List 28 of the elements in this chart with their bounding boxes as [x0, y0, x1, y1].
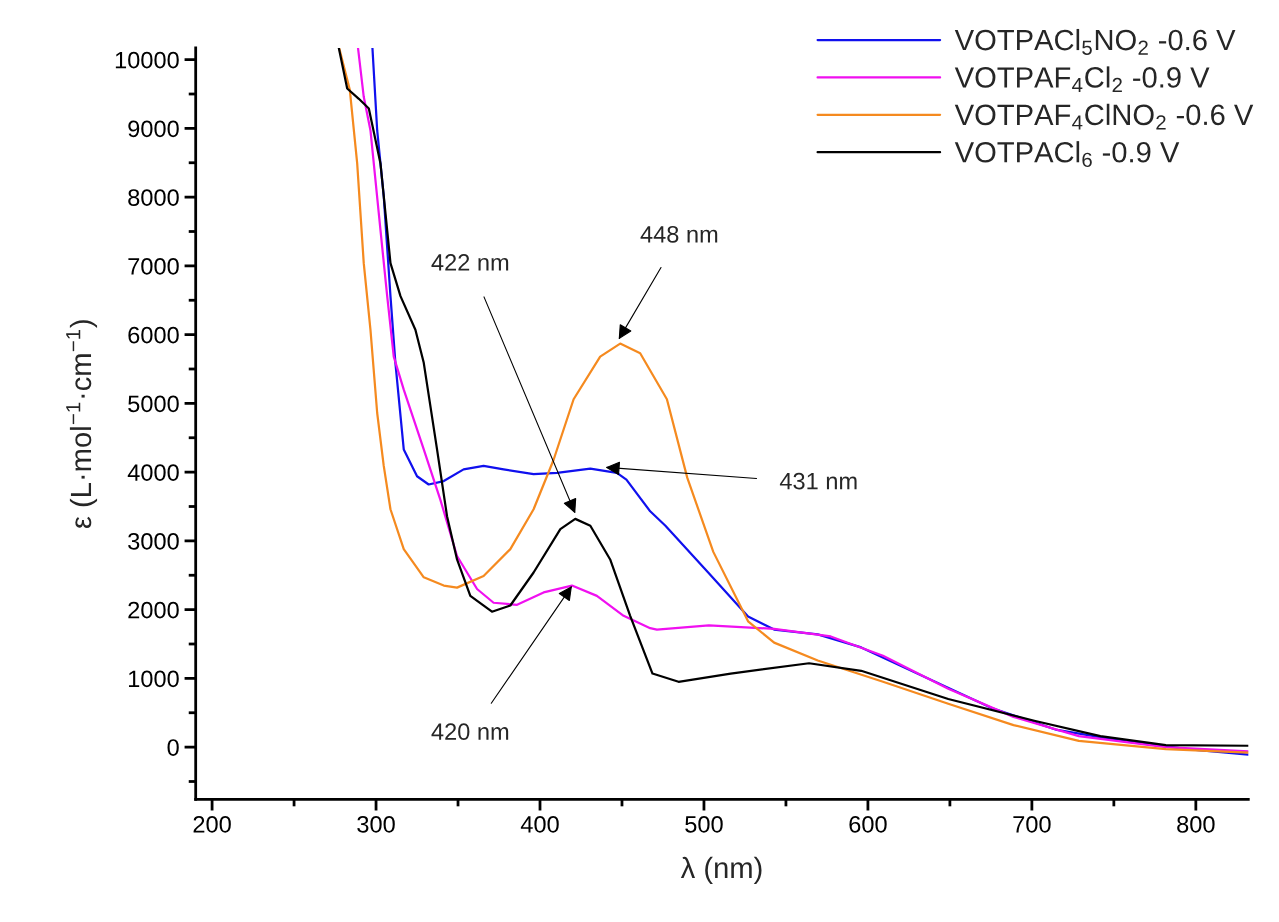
x-tick-label: 300	[357, 815, 395, 833]
x-tick-label: 700	[1013, 815, 1051, 833]
annotation: 420 nm	[431, 723, 509, 741]
legend-label: VOTPAF$_{4}$ClNO$_{2}$ -0.6 V	[954, 103, 1254, 130]
y-tick-label: 10000	[115, 51, 179, 69]
y-tick-label: 0	[167, 739, 179, 756]
x-tick-label: 800	[1177, 815, 1215, 833]
y-tick-label: 8000	[128, 189, 179, 206]
x-axis-title: λ (nm)	[680, 856, 762, 884]
x-tick-label: 400	[520, 815, 559, 833]
x-tick-label: 600	[849, 815, 887, 833]
x-tick-label: 500	[685, 815, 723, 833]
y-axis-title: ε (L·mol$^{−1}$·cm$^{−1}$)	[66, 320, 98, 529]
y-tick-label: 9000	[128, 120, 179, 138]
legend-label: VOTPACl$_{6}$ -0.9 V	[954, 141, 1180, 168]
annotation: 431 nm	[779, 472, 857, 490]
y-tick-label: 4000	[127, 464, 179, 481]
x-tick-label: 200	[193, 815, 231, 833]
y-tick-label: 3000	[128, 532, 179, 550]
y-tick-label: 2000	[128, 601, 179, 619]
y-tick-label: 7000	[128, 257, 179, 275]
annotation: 422 nm	[431, 254, 509, 271]
y-tick-label: 6000	[128, 326, 179, 344]
annotation: 448 nm	[640, 225, 718, 243]
y-tick-label: 1000	[129, 670, 179, 688]
legend-label: VOTPAF$_{4}$Cl$_{2}$ -0.9 V	[954, 66, 1210, 93]
legend-label: VOTPACl$_{5}$NO$_{2}$ -0.6 V	[954, 28, 1236, 55]
y-tick-label: 5000	[128, 395, 179, 413]
